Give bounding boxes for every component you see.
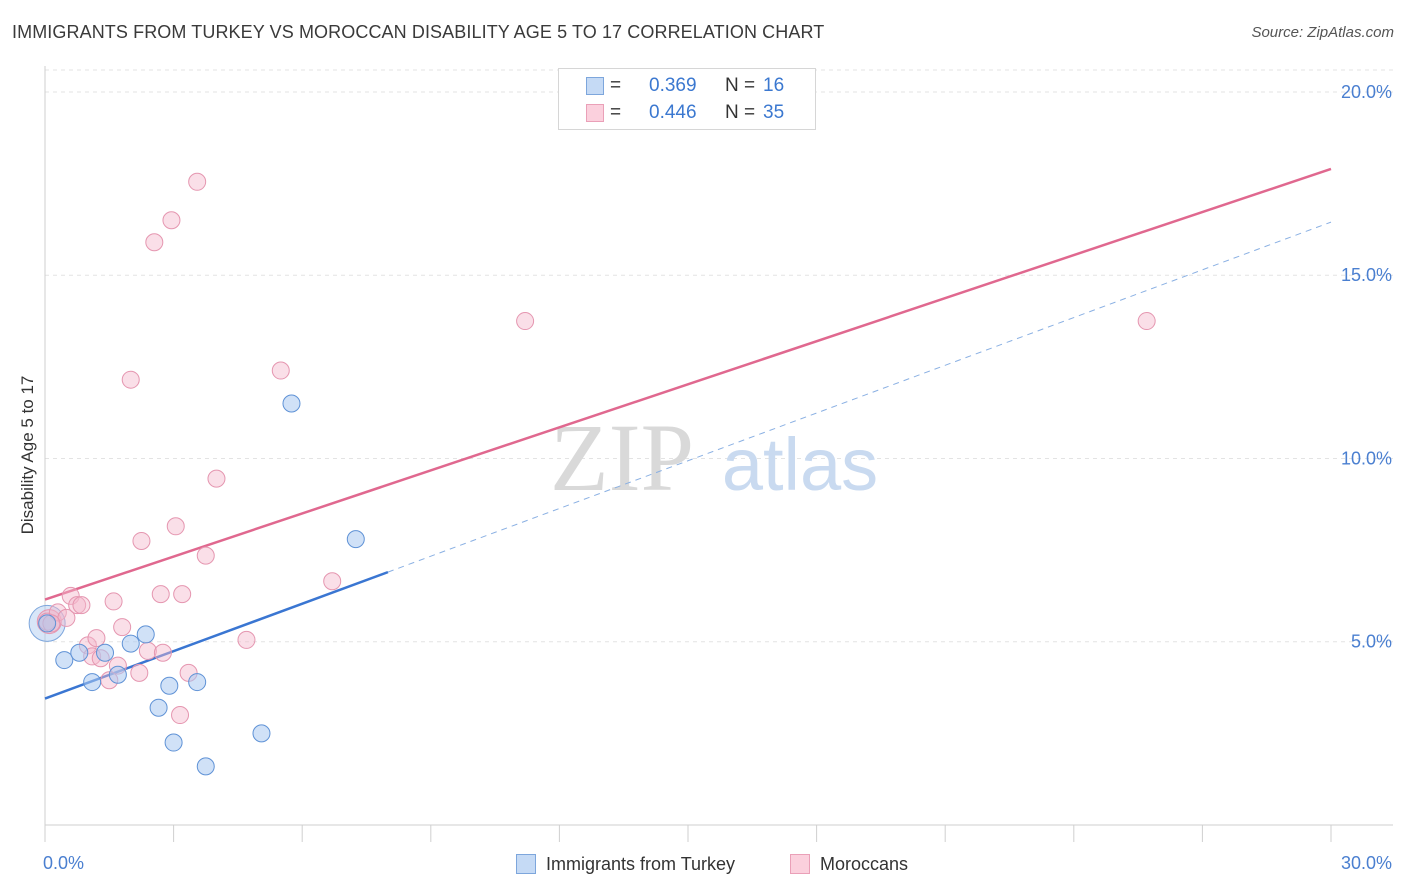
- turkey-point: [346, 530, 365, 549]
- grid-lines: [45, 69, 1393, 643]
- source-label: Source: ZipAtlas.com: [1251, 24, 1394, 41]
- turkey-swatch: [586, 77, 604, 95]
- x-tick-labels: 0.0% 30.0%: [43, 853, 1392, 873]
- moroccans-trend-line: [44, 167, 1332, 601]
- y-tick-label: 10.0%: [1341, 448, 1392, 468]
- data-points: [28, 172, 1156, 776]
- stats-legend: R = 0.369 N = 16 R = 0.446 N = 35: [558, 68, 816, 130]
- moroccans-point: [121, 370, 140, 389]
- y-tick-label: 5.0%: [1351, 632, 1392, 652]
- moroccans-point: [104, 592, 123, 611]
- moroccans-point: [188, 172, 207, 191]
- moroccans-point: [162, 211, 181, 230]
- stats-legend-row-turkey: R = 0.369 N = 16: [586, 74, 785, 98]
- n-value: 16: [763, 75, 785, 96]
- turkey-point: [55, 651, 74, 670]
- moroccans-point: [271, 361, 290, 380]
- watermark-zip: ZIP: [550, 404, 694, 511]
- moroccans-point: [153, 643, 172, 662]
- moroccans-point: [130, 663, 149, 682]
- moroccans-point: [151, 585, 170, 604]
- turkey-point: [282, 394, 301, 413]
- stats-legend-row-moroccans: R = 0.446 N = 35: [586, 101, 785, 125]
- moroccans-point: [237, 630, 256, 649]
- turkey-point: [164, 733, 183, 752]
- moroccans-point: [68, 596, 87, 615]
- moroccans-point: [166, 517, 185, 536]
- x-tick-label: 30.0%: [1341, 853, 1392, 873]
- y-tick-label: 20.0%: [1341, 82, 1392, 102]
- moroccans-point: [173, 585, 192, 604]
- moroccans-point: [48, 603, 67, 622]
- moroccans-point: [113, 618, 132, 637]
- legend-item-moroccans: Moroccans: [790, 852, 908, 876]
- n-value: 35: [763, 102, 785, 123]
- turkey-point: [149, 698, 168, 717]
- turkey-point: [196, 757, 215, 776]
- turkey-point: [38, 614, 57, 633]
- legend-label-turkey: Immigrants from Turkey: [546, 853, 736, 874]
- turkey-point: [108, 665, 127, 684]
- moroccans-point: [516, 312, 535, 331]
- r-value: 0.446: [649, 102, 697, 123]
- y-tick-labels: 5.0% 10.0% 15.0% 20.0%: [1341, 82, 1392, 652]
- turkey-point: [70, 643, 89, 662]
- moroccans-point: [196, 546, 215, 565]
- turkey-point: [96, 643, 115, 662]
- turkey-trend-line: [44, 570, 389, 700]
- moroccans-point: [1137, 312, 1156, 331]
- turkey-point: [160, 676, 179, 695]
- n-label: N =: [725, 75, 761, 96]
- moroccans-point: [138, 641, 157, 660]
- chart-title: IMMIGRANTS FROM TURKEY VS MOROCCAN DISAB…: [12, 22, 825, 42]
- moroccans-point: [323, 572, 342, 591]
- turkey-point: [83, 673, 102, 692]
- turkey-legend-swatch: [516, 854, 536, 874]
- x-tick-label: 0.0%: [43, 853, 84, 873]
- moroccans-point: [171, 706, 190, 725]
- moroccans-legend-swatch: [790, 854, 810, 874]
- y-tick-label: 15.0%: [1341, 265, 1392, 285]
- axes: [44, 66, 1393, 842]
- moroccans-point: [207, 469, 226, 488]
- moroccans-swatch: [586, 104, 604, 122]
- moroccans-point: [72, 596, 91, 615]
- turkey-trend-extension: [387, 221, 1332, 573]
- n-label: N =: [725, 102, 761, 123]
- watermark: ZIP atlas: [550, 404, 878, 511]
- moroccans-point: [145, 233, 164, 252]
- trend-lines: [44, 167, 1332, 700]
- turkey-point: [188, 673, 207, 692]
- moroccans-point: [132, 531, 151, 550]
- watermark-atlas: atlas: [722, 423, 878, 506]
- legend-label-moroccans: Moroccans: [820, 853, 909, 874]
- moroccans-point: [87, 629, 106, 648]
- turkey-point: [252, 724, 271, 743]
- legend-item-turkey: Immigrants from Turkey: [516, 852, 735, 876]
- r-value: 0.369: [649, 75, 697, 96]
- turkey-point: [136, 625, 155, 644]
- turkey-point: [121, 634, 140, 653]
